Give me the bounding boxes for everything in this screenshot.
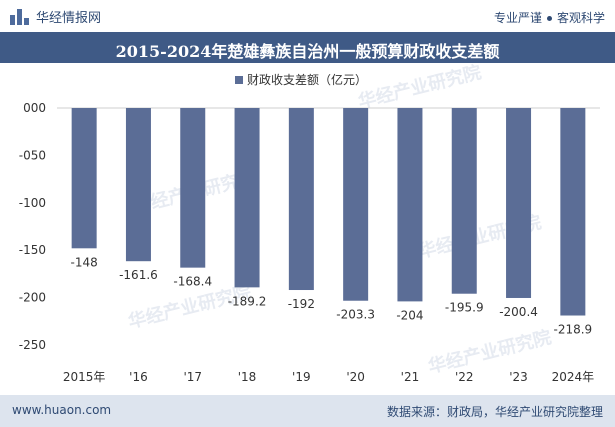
bar <box>71 108 97 249</box>
data-label: -203.3 <box>336 308 375 322</box>
x-tick-label: 2015年 <box>63 370 106 384</box>
x-tick-label: '17 <box>183 370 202 384</box>
bar <box>560 108 586 316</box>
data-label: -204 <box>396 308 423 322</box>
y-tick-label: -150 <box>19 243 46 257</box>
data-label: -168.4 <box>173 275 212 289</box>
website-link[interactable]: www.huaon.com <box>12 403 112 417</box>
bar <box>506 108 532 298</box>
bar <box>288 108 314 291</box>
y-tick-label: 000 <box>23 101 46 115</box>
bar <box>180 108 206 268</box>
tagline-right: 客观科学 <box>556 11 605 25</box>
x-tick-label: 2024年 <box>552 370 595 384</box>
bullet-icon <box>546 16 552 21</box>
legend-label: 财政收支差额（亿元） <box>247 72 367 87</box>
y-tick-label: -050 <box>19 148 46 162</box>
data-label: -195.9 <box>445 301 484 315</box>
bar <box>397 108 423 302</box>
top-bar: 华经情报网 专业严谨 客观科学 <box>0 0 615 32</box>
bar-chart: 华经产业研究院华经产业研究院华经产业研究院华经产业研究院华经产业研究院财政收支差… <box>19 63 600 384</box>
footer: www.huaon.com 数据来源：财政局，华经产业研究院整理 <box>0 395 615 427</box>
x-tick-label: '20 <box>346 370 365 384</box>
y-tick-label: -250 <box>19 338 46 352</box>
title-bar: 2015-2024年楚雄彝族自治州一般预算财政收支差额 <box>0 32 615 63</box>
data-label: -200.4 <box>499 305 538 319</box>
x-tick-label: '23 <box>509 370 528 384</box>
brand: 华经情报网 <box>10 7 101 26</box>
bar <box>343 108 369 301</box>
x-tick-label: '16 <box>129 370 148 384</box>
tagline-left: 专业严谨 <box>493 11 542 25</box>
y-tick-label: -200 <box>19 291 46 305</box>
tagline: 专业严谨 客观科学 <box>494 9 605 26</box>
data-label: -161.6 <box>119 268 158 282</box>
brand-name: 华经情报网 <box>36 11 102 26</box>
x-tick-label: '21 <box>401 370 420 384</box>
x-tick-label: '19 <box>292 370 311 384</box>
bar <box>451 108 477 294</box>
data-label: -218.9 <box>554 323 593 337</box>
data-label: -148 <box>71 255 98 269</box>
data-label: -189.2 <box>228 294 267 308</box>
data-label: -192 <box>288 297 315 311</box>
x-tick-label: '18 <box>238 370 257 384</box>
watermark-text: 华经产业研究院 <box>356 63 484 113</box>
data-source: 数据来源：财政局，华经产业研究院整理 <box>386 405 603 419</box>
chart-title: 2015-2024年楚雄彝族自治州一般预算财政收支差额 <box>115 42 500 61</box>
watermark-text: 华经产业研究院 <box>426 326 554 378</box>
bar <box>234 108 260 288</box>
bar-chart-logo-icon <box>10 8 30 25</box>
y-tick-label: -100 <box>19 196 46 210</box>
legend-swatch <box>235 76 243 84</box>
x-tick-label: '22 <box>455 370 474 384</box>
bar <box>125 108 151 262</box>
